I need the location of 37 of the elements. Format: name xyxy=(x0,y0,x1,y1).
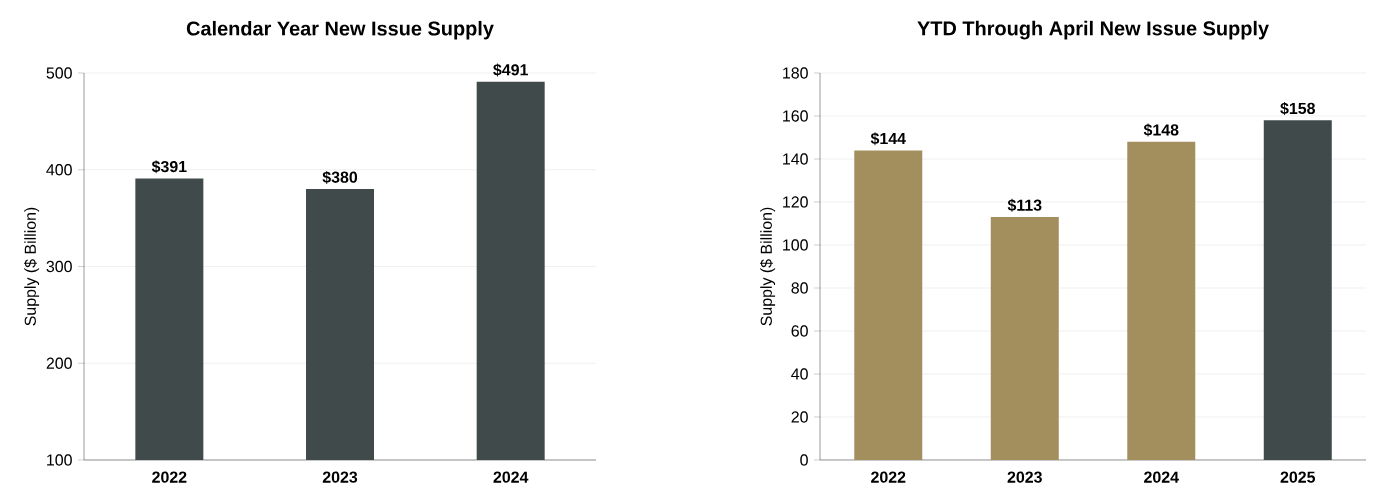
x-tick-label: 2023 xyxy=(1007,471,1042,483)
data-label: $113 xyxy=(1007,198,1042,212)
bar xyxy=(1127,141,1196,460)
y-tick-label: 140 xyxy=(783,153,808,165)
bar xyxy=(990,217,1059,460)
y-tick-label: 400 xyxy=(46,164,72,176)
data-label: $144 xyxy=(870,132,906,146)
data-label: $148 xyxy=(1143,123,1179,137)
chart-title: YTD Through April New Issue Supply xyxy=(917,20,1269,40)
bar xyxy=(1263,120,1332,460)
y-axis-title: Supply ($ Billion) xyxy=(759,207,776,326)
y-tick-label: 60 xyxy=(791,325,808,337)
y-tick-label: 100 xyxy=(47,454,72,466)
y-tick-label: 160 xyxy=(783,110,808,122)
bar xyxy=(854,150,923,460)
x-tick-label: 2024 xyxy=(493,471,529,483)
chart-title: Calendar Year New Issue Supply xyxy=(186,20,494,40)
y-tick-label: 120 xyxy=(783,196,808,208)
y-tick-label: 200 xyxy=(46,357,72,369)
x-tick-label: 2025 xyxy=(1280,471,1316,483)
y-tick-label: 180 xyxy=(783,67,808,79)
y-tick-label: 40 xyxy=(791,368,808,380)
y-tick-label: 0 xyxy=(800,454,808,466)
data-label: $391 xyxy=(151,160,187,174)
y-tick-label: 20 xyxy=(791,411,808,423)
data-label: $491 xyxy=(493,63,528,77)
y-tick-label: 300 xyxy=(46,260,72,273)
data-label: $158 xyxy=(1280,102,1315,116)
x-tick-label: 2023 xyxy=(322,471,358,483)
data-label: $380 xyxy=(322,170,358,184)
y-tick-label: 100 xyxy=(783,239,808,251)
y-tick-label: 80 xyxy=(791,282,808,294)
y-axis-title: Supply ($ Billion) xyxy=(23,207,40,326)
x-tick-label: 2022 xyxy=(152,471,187,483)
x-tick-label: 2024 xyxy=(1144,471,1179,483)
y-tick-label: 500 xyxy=(46,67,72,79)
x-tick-label: 2022 xyxy=(871,471,906,483)
